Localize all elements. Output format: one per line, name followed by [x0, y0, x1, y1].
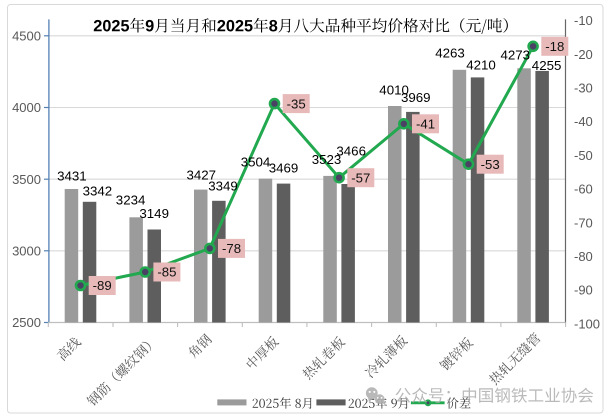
svg-text:4263: 4263	[435, 46, 465, 61]
svg-text:3504: 3504	[241, 155, 271, 170]
svg-text:-35: -35	[287, 96, 306, 111]
svg-text:-80: -80	[574, 249, 593, 264]
svg-text:4273: 4273	[501, 47, 531, 62]
svg-text:3342: 3342	[83, 184, 113, 199]
svg-text:4210: 4210	[466, 57, 496, 72]
svg-text:-30: -30	[574, 81, 593, 96]
svg-text:3349: 3349	[208, 179, 238, 194]
svg-text:-60: -60	[574, 182, 593, 197]
svg-text:-89: -89	[93, 278, 112, 293]
svg-text:-20: -20	[574, 47, 593, 62]
svg-text:3969: 3969	[401, 90, 431, 105]
svg-text:3431: 3431	[57, 169, 87, 184]
svg-text:3427: 3427	[187, 168, 217, 183]
svg-text:-53: -53	[481, 157, 500, 172]
svg-text:3500: 3500	[12, 172, 41, 187]
svg-text:3469: 3469	[269, 161, 299, 176]
svg-text:4255: 4255	[532, 58, 562, 73]
svg-text:-100: -100	[574, 316, 600, 331]
svg-text:3149: 3149	[139, 206, 169, 221]
svg-text:-50: -50	[574, 148, 593, 163]
svg-text:-10: -10	[574, 13, 593, 28]
svg-text:-40: -40	[574, 114, 593, 129]
svg-text:4000: 4000	[12, 100, 41, 115]
svg-text:-41: -41	[416, 117, 435, 132]
svg-text:3234: 3234	[116, 193, 146, 208]
svg-text:3000: 3000	[12, 243, 41, 258]
svg-text:3523: 3523	[312, 152, 342, 167]
svg-text:2500: 2500	[12, 315, 41, 330]
svg-text:-78: -78	[222, 241, 241, 256]
svg-text:3466: 3466	[336, 143, 366, 158]
svg-text:-70: -70	[574, 215, 593, 230]
svg-text:-90: -90	[574, 283, 593, 298]
svg-text:-85: -85	[157, 265, 176, 280]
svg-text:4500: 4500	[12, 28, 41, 43]
svg-text:-57: -57	[351, 170, 370, 185]
svg-text:4010: 4010	[379, 83, 409, 98]
svg-text:-18: -18	[545, 39, 564, 54]
